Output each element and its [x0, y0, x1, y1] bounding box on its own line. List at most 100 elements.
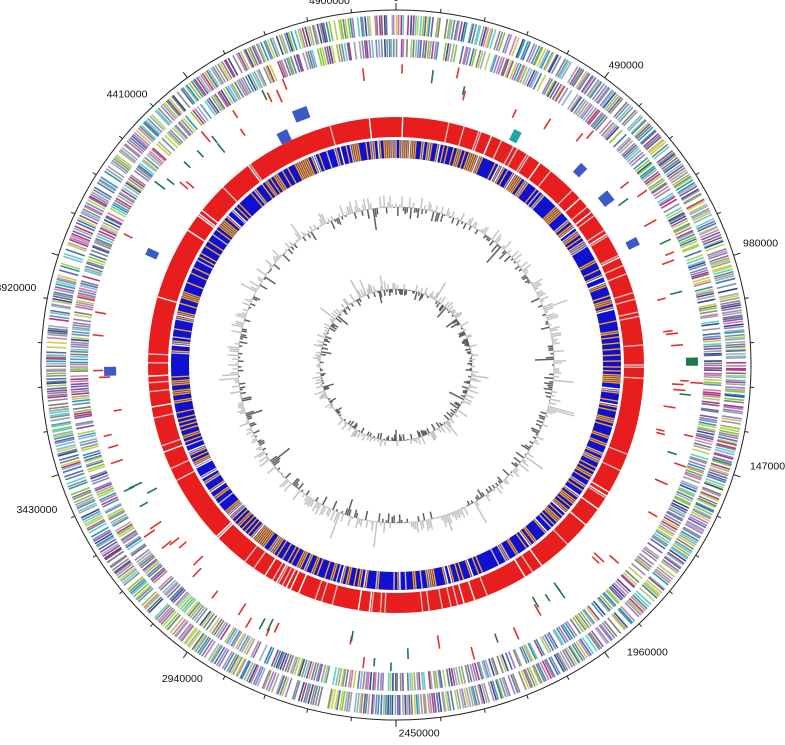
- plot-bar: [463, 507, 469, 516]
- cog-gene-bar: [52, 295, 73, 301]
- cog-gene-bar: [118, 150, 136, 164]
- cog-gene-bar: [314, 685, 321, 706]
- plot-bar: [374, 208, 377, 218]
- cog-gene-bar: [561, 89, 573, 106]
- cog-gene-bar: [572, 616, 584, 633]
- strand-gene-bar: [375, 571, 379, 590]
- cog-gene-bar: [475, 25, 482, 46]
- cog-gene-bar: [146, 154, 162, 167]
- cog-gene-bar: [105, 504, 122, 514]
- plot-bar: [481, 226, 487, 234]
- plot-bar: [545, 414, 549, 418]
- strand-gene-bar: [467, 580, 476, 601]
- cog-gene-bar: [75, 303, 94, 309]
- strand-gene-bar: [301, 160, 311, 178]
- cog-gene-bar: [652, 571, 669, 586]
- cog-gene-bar: [528, 666, 539, 686]
- cog-gene-bar: [643, 132, 660, 148]
- cog-gene-bar: [47, 398, 68, 402]
- plot-bar: [348, 201, 354, 214]
- plot-bar: [319, 307, 336, 320]
- cog-gene-bar: [444, 691, 450, 712]
- plot-bar: [465, 394, 474, 399]
- cog-gene-bar: [101, 224, 119, 234]
- plot-bar: [476, 489, 484, 498]
- cog-gene-bar: [130, 579, 147, 594]
- cog-gene-bar: [465, 47, 472, 66]
- plot-bar: [371, 437, 374, 440]
- strand-gene-bar: [588, 283, 607, 292]
- cog-gene-bar: [161, 137, 176, 152]
- cog-gene-bar: [209, 644, 222, 663]
- plot-bar: [287, 248, 294, 255]
- plot-bar: [343, 418, 347, 422]
- plot-bar: [352, 422, 358, 429]
- cog-gene-bar: [686, 465, 705, 473]
- plot-bar: [440, 206, 444, 214]
- strand-gene-bar: [281, 567, 293, 586]
- cog-gene-bar: [80, 211, 100, 223]
- cog-gene-bar: [133, 131, 150, 147]
- plot-bar: [461, 339, 469, 344]
- cog-gene-bar: [515, 38, 525, 58]
- cog-gene-bar: [318, 23, 325, 44]
- plot-bar: [433, 292, 439, 300]
- cog-gene-bar: [591, 602, 604, 618]
- cog-gene-bar: [548, 657, 559, 676]
- strand-gene-bar: [413, 140, 417, 159]
- plot-bar: [453, 413, 459, 418]
- plot-bar: [551, 334, 562, 338]
- plot-bar: [440, 296, 447, 304]
- cog-gene-bar: [281, 653, 290, 671]
- strand-gene-bar: [198, 213, 216, 227]
- cog-gene-bar: [645, 136, 662, 151]
- cog-gene-bar: [193, 78, 207, 96]
- cog-gene-bar: [463, 687, 470, 708]
- strand-gene-bar: [582, 454, 600, 464]
- plot-bar: [238, 405, 244, 409]
- cog-gene-bar: [311, 685, 319, 706]
- rrna-mark: [211, 590, 219, 599]
- strand-gene-bar: [368, 591, 373, 612]
- strand-gene-bar: [387, 140, 390, 159]
- cog-gene-bar: [328, 688, 334, 709]
- cog-gene-bar: [150, 567, 165, 581]
- strand-gene-bar: [564, 484, 580, 497]
- plot-bar: [451, 217, 455, 224]
- cog-gene-bar: [658, 153, 676, 167]
- cog-gene-bar: [107, 165, 125, 179]
- cog-gene-bar: [601, 592, 616, 608]
- cog-gene-bar: [309, 684, 317, 705]
- cog-gene-bar: [470, 686, 477, 707]
- plot-bar: [424, 209, 428, 214]
- cog-gene-bar: [92, 476, 110, 485]
- cog-gene-bar: [709, 257, 730, 265]
- cog-gene-bar: [84, 204, 103, 215]
- cog-gene-bar: [52, 427, 73, 433]
- cog-gene-bar: [712, 265, 733, 273]
- cog-gene-bar: [605, 126, 620, 141]
- strand-gene-bar: [419, 141, 423, 160]
- strand-gene-bar: [163, 444, 183, 453]
- cog-gene-bar: [691, 273, 710, 280]
- cog-gene-bar: [696, 220, 716, 230]
- cog-gene-bar: [142, 158, 158, 172]
- cog-gene-bar: [313, 24, 320, 45]
- plot-bar: [331, 406, 334, 409]
- cog-gene-bar: [120, 529, 137, 541]
- cog-gene-bar: [212, 94, 224, 111]
- cog-gene-bar: [724, 333, 745, 338]
- strand-gene-bar: [588, 486, 606, 499]
- cog-gene-bar: [65, 472, 85, 481]
- cog-gene-bar: [199, 610, 212, 626]
- cog-gene-bar: [684, 523, 704, 535]
- strand-gene-bar: [592, 430, 610, 438]
- rrna-mark: [470, 646, 476, 660]
- strand-gene-bar: [577, 462, 595, 473]
- cog-gene-bar: [183, 598, 197, 614]
- plot-bar: [469, 383, 472, 386]
- cog-gene-bar: [270, 673, 280, 693]
- plot-bar: [301, 231, 306, 237]
- plot-bar: [545, 320, 549, 324]
- cog-gene-bar: [46, 377, 67, 381]
